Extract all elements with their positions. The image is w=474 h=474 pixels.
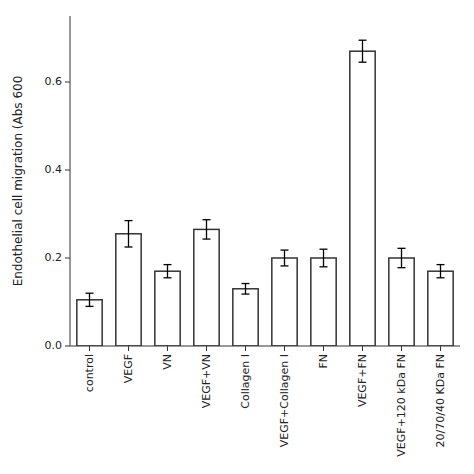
error-line [89, 293, 90, 306]
y-tick [65, 82, 70, 83]
y-axis-label: Endothelial cell migration (Abs 600 [11, 76, 25, 287]
error-line [206, 220, 207, 239]
error-cap [398, 248, 406, 249]
error-cap [86, 306, 94, 307]
chart-container: 0.0 0.2 0.4 0.6 control VEGF VN VEGF+VN Collagen… [0, 0, 474, 474]
error-cap [320, 266, 328, 267]
error-bar [320, 249, 328, 267]
error-bar [203, 220, 211, 239]
error-line [440, 265, 441, 278]
x-tick-label: Collagen I [239, 354, 252, 409]
error-cap [164, 264, 172, 265]
bar [77, 300, 102, 346]
error-cap [398, 267, 406, 268]
error-bar [242, 284, 250, 295]
bar [311, 258, 336, 346]
error-bar [359, 40, 367, 62]
bar [428, 271, 453, 346]
chart-svg: 0.0 0.2 0.4 0.6 control VEGF VN VEGF+VN Collagen… [0, 0, 474, 474]
error-cap [437, 277, 445, 278]
x-tick [89, 346, 90, 351]
bars [77, 40, 453, 346]
x-tick-label: control [83, 354, 96, 392]
y-tick [65, 170, 70, 171]
error-cap [125, 220, 133, 221]
error-cap [281, 265, 289, 266]
bar [233, 289, 258, 346]
y-tick [65, 258, 70, 259]
error-cap [125, 246, 133, 247]
error-bar [164, 265, 172, 278]
y-tick-label: 0.2 [45, 251, 63, 264]
bar [272, 258, 297, 346]
error-cap [164, 277, 172, 278]
y-axis-line [70, 16, 71, 346]
error-bar [281, 250, 289, 266]
bar [350, 51, 375, 346]
x-tick-label: VN [161, 354, 174, 370]
y-tick-label: 0.0 [45, 339, 63, 352]
x-tick [245, 346, 246, 351]
error-line [284, 250, 285, 266]
error-cap [281, 249, 289, 250]
x-tick [128, 346, 129, 351]
x-tick [206, 346, 207, 351]
error-bar [398, 248, 406, 267]
x-tick [440, 346, 441, 351]
x-tick [323, 346, 324, 351]
error-cap [359, 40, 367, 41]
error-bar [125, 221, 133, 247]
x-tick [284, 346, 285, 351]
error-line [167, 265, 168, 278]
error-line [128, 221, 129, 247]
error-cap [203, 238, 211, 239]
x-tick-label: VEGF [122, 354, 135, 383]
x-tick-label: FN [317, 354, 330, 369]
bar [155, 271, 180, 346]
error-bar [86, 293, 94, 306]
error-cap [242, 283, 250, 284]
bar [194, 229, 219, 346]
error-cap [437, 264, 445, 265]
error-cap [86, 293, 94, 294]
error-line [362, 40, 363, 62]
error-cap [203, 219, 211, 220]
error-cap [320, 249, 328, 250]
error-line [323, 249, 324, 267]
error-line [401, 248, 402, 267]
x-tick-label: 20/70/40 KDa FN [434, 354, 447, 447]
x-tick [362, 346, 363, 351]
x-tick [401, 346, 402, 351]
y-tick-label: 0.6 [45, 75, 63, 88]
x-tick-label: VEGF+120 kDa FN [395, 354, 408, 457]
y-tick [65, 346, 70, 347]
x-tick-label: VEGF+FN [356, 354, 369, 407]
bar [389, 258, 414, 346]
bar [116, 234, 141, 346]
error-cap [359, 62, 367, 63]
x-tick-label: VEGF+Collagen I [278, 354, 291, 447]
x-tick-label: VEGF+VN [200, 354, 213, 408]
error-cap [242, 293, 250, 294]
error-bar [437, 265, 445, 278]
y-tick-label: 0.4 [45, 163, 63, 176]
x-tick [167, 346, 168, 351]
error-line [245, 284, 246, 295]
